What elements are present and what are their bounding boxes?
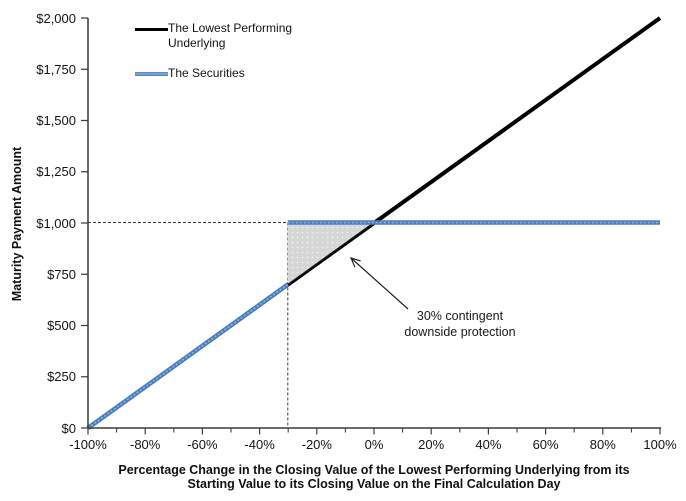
x-axis-title-line1: Percentage Change in the Closing Value o… — [118, 463, 630, 477]
x-tick-label: 100% — [643, 437, 677, 452]
x-tick-label: 20% — [418, 437, 445, 452]
underlying-line-swatch — [135, 27, 168, 31]
x-tick-label: 40% — [475, 437, 502, 452]
x-axis-title: Percentage Change in the Closing Value o… — [88, 463, 660, 491]
x-tick-label: -40% — [244, 437, 275, 452]
y-tick-label: $1,500 — [36, 113, 76, 128]
x-tick-label: 80% — [589, 437, 616, 452]
y-axis-title: Maturity Payment Amount — [10, 146, 24, 302]
y-tick-label: $500 — [47, 318, 76, 333]
annotation-line1: 30% contingent — [416, 309, 504, 323]
x-axis-title-line2: Starting Value to its Closing Value on t… — [187, 477, 561, 491]
x-tick-label: 0% — [364, 437, 384, 452]
protection-triangle-hypotenuse — [287, 221, 375, 286]
y-tick-label: $750 — [47, 266, 76, 282]
annotation-arrow-head — [349, 257, 361, 268]
legend-label-underlying: The Lowest Performing Underlying — [168, 21, 293, 50]
annotation-arrow-line — [350, 257, 409, 310]
annotation-text: 30% contingent downside protection — [390, 309, 530, 340]
x-tick-label: -20% — [301, 437, 332, 452]
legend-label-securities: The Securities — [168, 66, 245, 80]
x-tick-label: -60% — [187, 437, 218, 452]
x-tick-label: 60% — [532, 437, 559, 452]
y-tick-label: $2,000 — [36, 10, 76, 26]
securities-line-swatch — [135, 71, 168, 76]
y-axis-ticks — [81, 17, 88, 429]
y-tick-label: $1,000 — [36, 215, 76, 231]
x-tick-label: -100% — [69, 437, 107, 452]
securities-line-downside-highlight — [87, 283, 289, 429]
x-tick-label: -80% — [130, 437, 161, 452]
x-axis-minor-ticks — [116, 428, 632, 433]
y-tick-label: $250 — [47, 369, 76, 385]
annotation-line2: downside protection — [404, 324, 516, 339]
y-tick-label: $0 — [61, 420, 76, 436]
x-axis-major-ticks — [87, 428, 661, 435]
y-tick-label: $1,250 — [36, 164, 76, 180]
y-tick-label: $1,750 — [36, 61, 76, 77]
